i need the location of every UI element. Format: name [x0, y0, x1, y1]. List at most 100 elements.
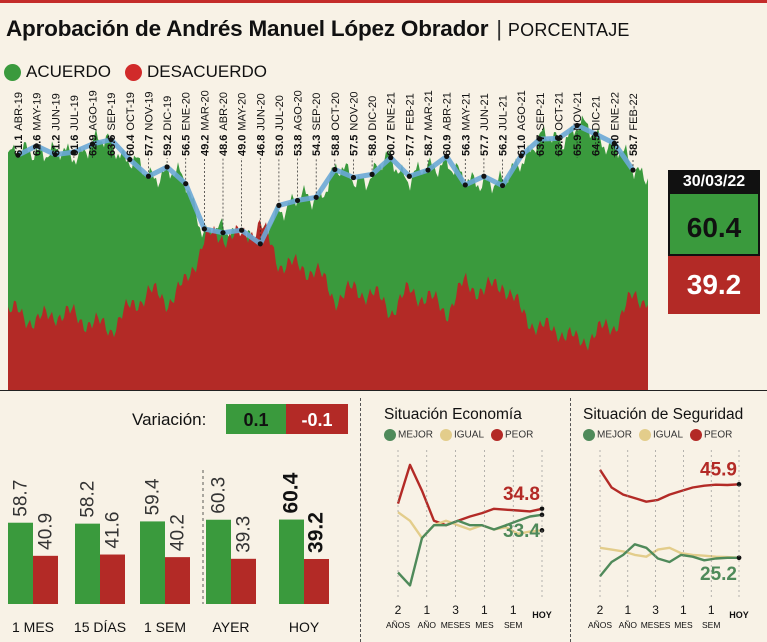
- legend-disagree-label: DESACUERDO: [147, 62, 267, 81]
- disagree-bar: [231, 558, 256, 604]
- variation-label: Variación:: [132, 410, 207, 429]
- month-value: 56.2: [498, 135, 510, 156]
- agree-dot-icon: [4, 63, 21, 81]
- disagree-value-label: 40.2: [168, 514, 189, 551]
- economy-better-line: [397, 513, 543, 587]
- chart-title: Aprobación de Andrés Manuel López Obrado…: [6, 16, 630, 42]
- agree-bar: [75, 523, 100, 604]
- security-x-tick-unit: MES: [674, 620, 693, 630]
- disagree-area: [8, 219, 648, 390]
- security-x-tick-unit: MESES: [641, 620, 671, 630]
- data-point: [425, 167, 431, 173]
- month-value: 63.0: [609, 135, 621, 156]
- security-line-chart: 45.9 25.2 2 AÑOS 1 AÑO 3 MESES 1 MES 1 SEM HOY: [588, 450, 749, 630]
- security-worse-line: [598, 469, 740, 503]
- same-dot-icon: [440, 429, 452, 441]
- disagree-value-label: 39.3: [234, 516, 255, 553]
- month-value: 58.7: [628, 135, 640, 156]
- data-point: [350, 174, 357, 181]
- disagree-dot-icon: [125, 63, 143, 81]
- security-x-tick-unit: AÑOS: [588, 620, 612, 630]
- month-label: 46.8 JUN-20: [255, 93, 267, 156]
- month-label: 57.7 NOV-19: [143, 91, 155, 156]
- month-label: 59.2 DIC-19: [162, 96, 174, 156]
- worse-dot-icon: [491, 429, 504, 441]
- month-name: ABR-20: [218, 92, 230, 131]
- economy-line-chart: 34.8 33.4 2 AÑOS 1 AÑO 3 MESES 1 MES 1 SEM HOY: [386, 450, 552, 630]
- month-label: 65.9 NOV-21: [572, 91, 584, 156]
- agree-trend-line: [16, 122, 636, 247]
- security-chart-title: Situación de Seguridad: [583, 406, 744, 423]
- month-label: 53.0 JUL-20: [274, 95, 286, 156]
- agree-value-label: 60.4: [280, 472, 303, 513]
- month-value: 62.6: [32, 135, 44, 156]
- economy-x-tick-unit: MESES: [441, 620, 471, 630]
- month-label: 61.6 JUL-19: [69, 95, 81, 156]
- month-name: NOV-20: [348, 91, 360, 130]
- data-point: [537, 136, 543, 142]
- month-value: 46.8: [255, 135, 267, 156]
- security-legend: MEJOR IGUAL PEOR: [583, 429, 732, 441]
- agree-value-label: 58.2: [78, 481, 99, 518]
- economy-x-tick-number: 3: [452, 603, 459, 617]
- month-name: ENE-20: [181, 92, 193, 131]
- economy-worse-end-label: 34.8: [503, 484, 540, 505]
- data-point: [257, 241, 263, 247]
- security-x-tick-unit: AÑO: [619, 620, 638, 630]
- data-point: [89, 141, 96, 147]
- agree-value-label: 59.4: [143, 478, 164, 515]
- agree-bar: [206, 519, 231, 604]
- month-value: 57.7: [479, 135, 491, 156]
- security-x-tick-number: 1: [624, 603, 631, 617]
- data-point: [481, 173, 487, 179]
- month-value: 63.8: [553, 135, 565, 156]
- month-name: AGO-20: [293, 90, 305, 130]
- economy-x-tick-unit: MES: [475, 620, 494, 630]
- month-name: MAR-20: [199, 90, 211, 130]
- security-x-tick-unit: SEM: [702, 620, 720, 630]
- data-point: [294, 197, 301, 204]
- month-label: 58.7 FEB-22: [628, 93, 640, 156]
- section-divider: [0, 390, 767, 391]
- agree-bar: [279, 519, 304, 604]
- worse-dot-icon: [690, 429, 703, 441]
- month-value: 58.8: [330, 135, 342, 156]
- data-point: [499, 182, 506, 189]
- month-name: DIC-19: [162, 96, 174, 131]
- data-point: [332, 166, 338, 173]
- month-label: 49.0 MAY-20: [237, 93, 249, 156]
- security-x-tick-unit: HOY: [729, 610, 749, 620]
- economy-worse-line: [396, 463, 543, 527]
- panel-separator-2: [570, 398, 572, 642]
- comparison-bar-chart: 58.740.9 1 MES 58.241.6 15 DÍAS 59.440.2 1 SE…: [8, 470, 329, 635]
- month-value: 63.7: [535, 135, 547, 156]
- month-value: 64.5: [591, 135, 603, 156]
- month-name: FEB-21: [404, 93, 416, 130]
- security-x-tick-number: 3: [652, 603, 659, 617]
- title-text: Aprobación de Andrés Manuel López Obrado…: [6, 16, 489, 41]
- security-better-line: [599, 543, 739, 578]
- economy-x-tick-unit: AÑOS: [386, 620, 410, 630]
- title-separator: |: [496, 16, 502, 41]
- disagree-bar: [165, 557, 190, 604]
- disagree-bar: [33, 555, 58, 604]
- month-name: JUL-21: [498, 95, 510, 130]
- data-point: [406, 173, 412, 179]
- month-name: AGO-21: [516, 90, 528, 130]
- month-name: FEB-22: [628, 93, 640, 130]
- data-point: [313, 194, 319, 200]
- security-legend-same: IGUAL: [639, 429, 683, 441]
- security-legend-worse: PEOR: [690, 429, 732, 441]
- economy-better-end-label: 33.4: [503, 521, 540, 542]
- month-name: OCT-20: [330, 92, 342, 131]
- month-value: 53.8: [293, 135, 305, 156]
- bar-category-label: AYER: [212, 619, 249, 635]
- month-label: 58.8 OCT-20: [330, 92, 342, 156]
- data-point: [183, 181, 189, 187]
- main-legend: ACUERDO DESACUERDO: [4, 62, 275, 82]
- economy-x-tick-number: 1: [510, 603, 517, 617]
- better-dot-icon: [384, 429, 396, 441]
- month-value: 61.1: [13, 135, 25, 156]
- disagree-bar: [100, 554, 125, 604]
- data-point: [15, 152, 21, 158]
